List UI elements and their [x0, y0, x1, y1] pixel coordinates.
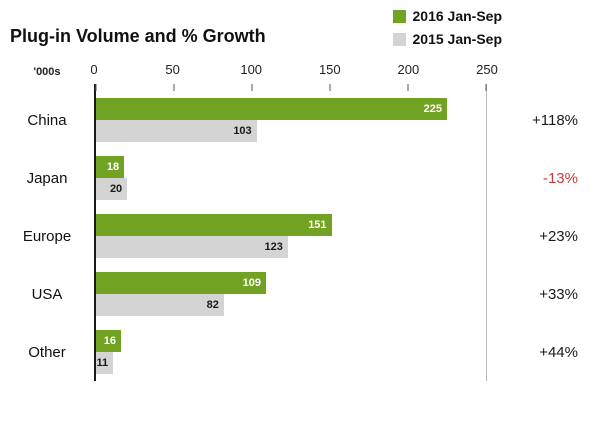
bar-value-label: 123 — [264, 241, 283, 253]
bar-2015: 123 — [96, 236, 288, 258]
bar-2015: 11 — [96, 352, 114, 374]
axis-tick-labels: 0 50 100 150 200 250 — [90, 60, 497, 84]
plot-column: 0 50 100 150 200 250 225 103 18 20 151 123 109 82 16 1… — [90, 60, 498, 381]
plot-box: 225 103 18 20 151 123 109 82 16 11 — [94, 84, 487, 381]
bar-2016: 18 — [96, 156, 125, 178]
bar-2016: 109 — [96, 272, 267, 294]
bar-pair: 109 82 — [96, 265, 486, 323]
legend-swatch-icon — [392, 32, 406, 46]
category-column: '000s China Japan Europe USA Other — [0, 60, 94, 381]
bar-2016: 16 — [96, 330, 121, 352]
bar-value-label: 103 — [233, 125, 252, 137]
x-tick-label: 50 — [165, 62, 180, 77]
axis-tick-marks — [95, 84, 487, 91]
x-tick-mark — [173, 84, 175, 91]
x-tick-mark — [251, 84, 253, 91]
growth-label: +44% — [539, 343, 578, 361]
x-tick-mark — [407, 84, 409, 91]
legend-label: 2015 Jan-Sep — [412, 31, 503, 47]
bar-2016: 225 — [96, 98, 447, 120]
bar-pair: 18 20 — [96, 149, 486, 207]
chart-title: Plug-in Volume and % Growth — [10, 26, 266, 46]
x-tick-mark — [485, 84, 487, 91]
category-label: Japan — [26, 169, 68, 187]
x-tick-label: 0 — [90, 62, 98, 77]
bar-2015: 103 — [96, 120, 257, 142]
bar-value-label: 16 — [103, 335, 116, 347]
x-tick-label: 150 — [318, 62, 341, 77]
growth-label: -13% — [542, 169, 578, 187]
legend-swatch-icon — [392, 9, 406, 23]
legend-label: 2016 Jan-Sep — [412, 8, 503, 24]
bar-pair: 151 123 — [96, 207, 486, 265]
category-labels: China Japan Europe USA Other — [0, 91, 94, 381]
bar-value-label: 82 — [206, 299, 219, 311]
category-label: Europe — [22, 227, 72, 245]
growth-label: +33% — [539, 285, 578, 303]
x-tick-label: 200 — [397, 62, 420, 77]
bar-chart: '000s China Japan Europe USA Other 0 50 100 150… — [0, 60, 600, 381]
x-tick-label: 250 — [476, 62, 498, 77]
bar-2015: 82 — [96, 294, 224, 316]
growth-column: +118% -13% +23% +33% +44% — [487, 60, 600, 381]
x-tick-mark — [329, 84, 331, 91]
bar-value-label: 18 — [106, 161, 120, 173]
growth-label: +118% — [531, 111, 578, 129]
bar-pair: 225 103 — [96, 91, 486, 149]
legend-item: 2015 Jan-Sep — [392, 31, 503, 47]
axis-spacer — [0, 84, 94, 91]
category-label: China — [27, 111, 67, 129]
bar-2015: 20 — [96, 178, 128, 200]
bar-pair: 16 11 — [96, 323, 486, 381]
category-label: USA — [31, 285, 63, 303]
bar-value-label: 109 — [242, 277, 262, 289]
axis-unit-label: '000s — [33, 66, 61, 78]
plot-area: 225 103 18 20 151 123 109 82 16 11 — [96, 91, 486, 381]
chart-header: Plug-in Volume and % Growth 2016 Jan-Sep… — [0, 0, 600, 60]
category-label: Other — [28, 343, 66, 361]
bar-value-label: 225 — [423, 103, 442, 115]
growth-label: +23% — [539, 227, 578, 245]
legend: 2016 Jan-Sep 2015 Jan-Sep — [392, 8, 503, 47]
bar-value-label: 20 — [109, 183, 123, 195]
bar-2016: 151 — [96, 214, 332, 236]
growth-header-spacer — [487, 60, 600, 91]
x-tick-label: 100 — [240, 62, 263, 77]
bar-value-label: 11 — [96, 357, 109, 369]
bar-value-label: 151 — [308, 219, 327, 231]
growth-labels: +118% -13% +23% +33% +44% — [487, 91, 600, 381]
legend-item: 2016 Jan-Sep — [392, 8, 503, 24]
x-tick-mark — [95, 84, 97, 91]
